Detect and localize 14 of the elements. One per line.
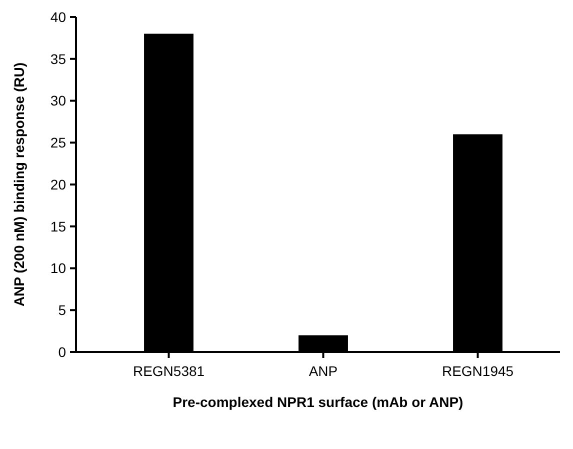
y-tick-label: 35 xyxy=(50,50,66,67)
y-tick-label: 30 xyxy=(50,92,66,109)
x-tick-label: REGN5381 xyxy=(132,363,205,379)
y-tick-label: 20 xyxy=(50,176,66,192)
y-tick-label: 10 xyxy=(50,260,66,276)
x-tick-label: REGN1945 xyxy=(442,363,514,379)
x-tick-label: ANP xyxy=(308,363,338,379)
y-tick-label: 25 xyxy=(50,134,66,151)
x-axis-title: Pre-complexed NPR1 surface (mAb or ANP) xyxy=(172,394,464,410)
y-tick-label: 40 xyxy=(50,8,66,25)
y-tick-label: 15 xyxy=(50,218,66,234)
y-tick-label: 5 xyxy=(58,302,66,318)
y-axis-title: ANP (200 nM) binding response (RU) xyxy=(11,62,27,306)
y-tick-label: 0 xyxy=(58,344,66,360)
